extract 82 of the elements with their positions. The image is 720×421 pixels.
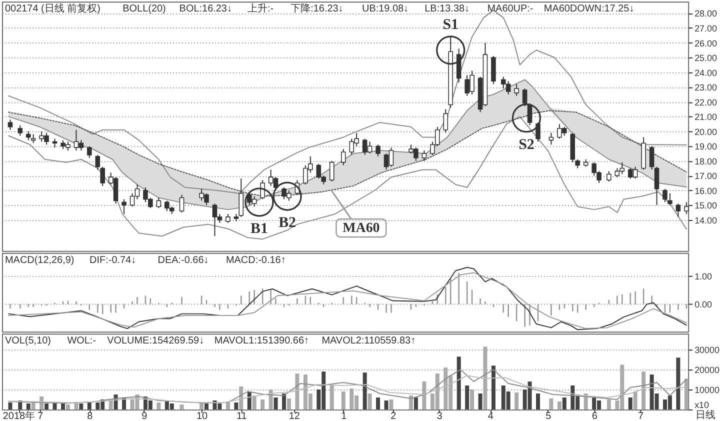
x-tick-label: 3 xyxy=(436,410,443,421)
y-tick-label: 1.00 xyxy=(694,271,712,282)
x-tick-label: 6 xyxy=(592,410,598,421)
annotation: LB:13.38↓ xyxy=(424,4,470,15)
candlestick xyxy=(18,124,23,136)
chart-title: VOL(5,10) xyxy=(4,336,51,347)
y-tick-label: 30000 xyxy=(694,345,720,356)
annotation: UB:19.08↓ xyxy=(362,4,409,15)
x-axis-title: 日线 xyxy=(696,408,716,421)
annotation: MA60UP:- xyxy=(487,4,534,15)
y-tick-label: 0.00 xyxy=(694,300,712,310)
candlestick xyxy=(376,144,380,157)
x-tick-label: 4 xyxy=(488,410,494,421)
candlestick xyxy=(443,108,448,134)
y-tick-label: 20000 xyxy=(694,365,720,376)
annotation: S1 xyxy=(442,17,458,34)
annotation: MAVOL1:151390.66↑ xyxy=(214,336,309,347)
candlestick xyxy=(179,194,184,214)
chart-title: MACD(12,26,9) xyxy=(4,254,74,266)
x-tick-label: 2 xyxy=(390,410,397,421)
candlestick xyxy=(8,119,13,130)
y-tick-label: 28.00 xyxy=(694,8,718,19)
candlestick xyxy=(329,160,334,182)
x-tick-label: 7 xyxy=(638,410,644,421)
y-tick-label: 18.00 xyxy=(694,156,718,166)
x-tick-label: 1 xyxy=(341,410,348,421)
annotation: VOLUME:154269.59↓ xyxy=(107,336,204,347)
annotation: S2 xyxy=(518,136,534,153)
line-series xyxy=(8,116,687,240)
y-tick-label: 25.00 xyxy=(694,53,718,64)
y-tick-label: 27.00 xyxy=(694,23,718,34)
annotation: 下降:16.23↓ xyxy=(290,2,344,15)
candlestick xyxy=(548,132,554,146)
y-tick-label: 26.00 xyxy=(694,38,718,48)
x-tick-label: 5 xyxy=(546,410,552,421)
candlestick xyxy=(422,150,427,162)
candlestick xyxy=(491,56,496,85)
x-tick-label: 8 xyxy=(87,410,94,421)
candlestick xyxy=(122,198,126,214)
annotation: 上升:- xyxy=(248,2,274,15)
candlestick xyxy=(606,170,612,182)
y-tick-label: 14.00 xyxy=(694,215,718,226)
candlestick xyxy=(668,192,672,206)
candlestick xyxy=(95,154,100,170)
candlestick xyxy=(100,166,105,186)
candlestick xyxy=(514,84,519,96)
y-tick-label: 15.00 xyxy=(694,200,718,211)
candlestick xyxy=(156,197,162,209)
text: MA60 xyxy=(342,220,380,236)
x-tick-label: 9 xyxy=(142,410,148,421)
x-tick-label: 2018年 xyxy=(2,410,36,421)
y-tick-label: 19.00 xyxy=(694,142,718,152)
annotation: DIF:-0.74↓ xyxy=(90,254,136,266)
annotation: B2 xyxy=(278,215,296,232)
annotation: DEA:-0.66↓ xyxy=(158,254,209,266)
y-tick-label: 10000 xyxy=(694,384,720,395)
candlestick xyxy=(87,146,92,158)
y-tick-label: 24.00 xyxy=(694,68,718,78)
candlestick xyxy=(649,146,654,170)
annotation: MAVOL2:110559.83↑ xyxy=(322,336,416,347)
candlestick xyxy=(662,188,668,203)
x-tick-label: 11 xyxy=(236,410,248,421)
annotation: BOL:16.23↓ xyxy=(179,4,232,15)
y-tick-label: 16.00 xyxy=(694,186,718,196)
y-tick-label: 22.00 xyxy=(694,97,718,108)
annotation: MA60DOWN:17.25↓ xyxy=(544,4,634,15)
y-tick-label: 17.00 xyxy=(694,171,718,182)
y-tick-label: x10 xyxy=(694,400,710,410)
candlestick xyxy=(654,166,660,206)
x-tick-label: 10 xyxy=(196,410,208,421)
chart-title: 002174 (日线 前复权) xyxy=(4,2,100,15)
annotation: B1 xyxy=(250,221,268,238)
annotation: MACD:-0.16↑ xyxy=(226,254,286,266)
annotation: BOLL(20) xyxy=(122,4,166,15)
y-tick-label: 23.00 xyxy=(694,82,718,93)
y-tick-label: 21.00 xyxy=(694,112,718,122)
y-tick-label: 20.00 xyxy=(694,126,718,137)
candlestick xyxy=(341,148,346,166)
x-tick-label: 7 xyxy=(38,410,44,421)
x-tick-label: 12 xyxy=(288,410,300,421)
candlestick xyxy=(676,203,681,218)
annotation: WOL:- xyxy=(67,336,96,347)
